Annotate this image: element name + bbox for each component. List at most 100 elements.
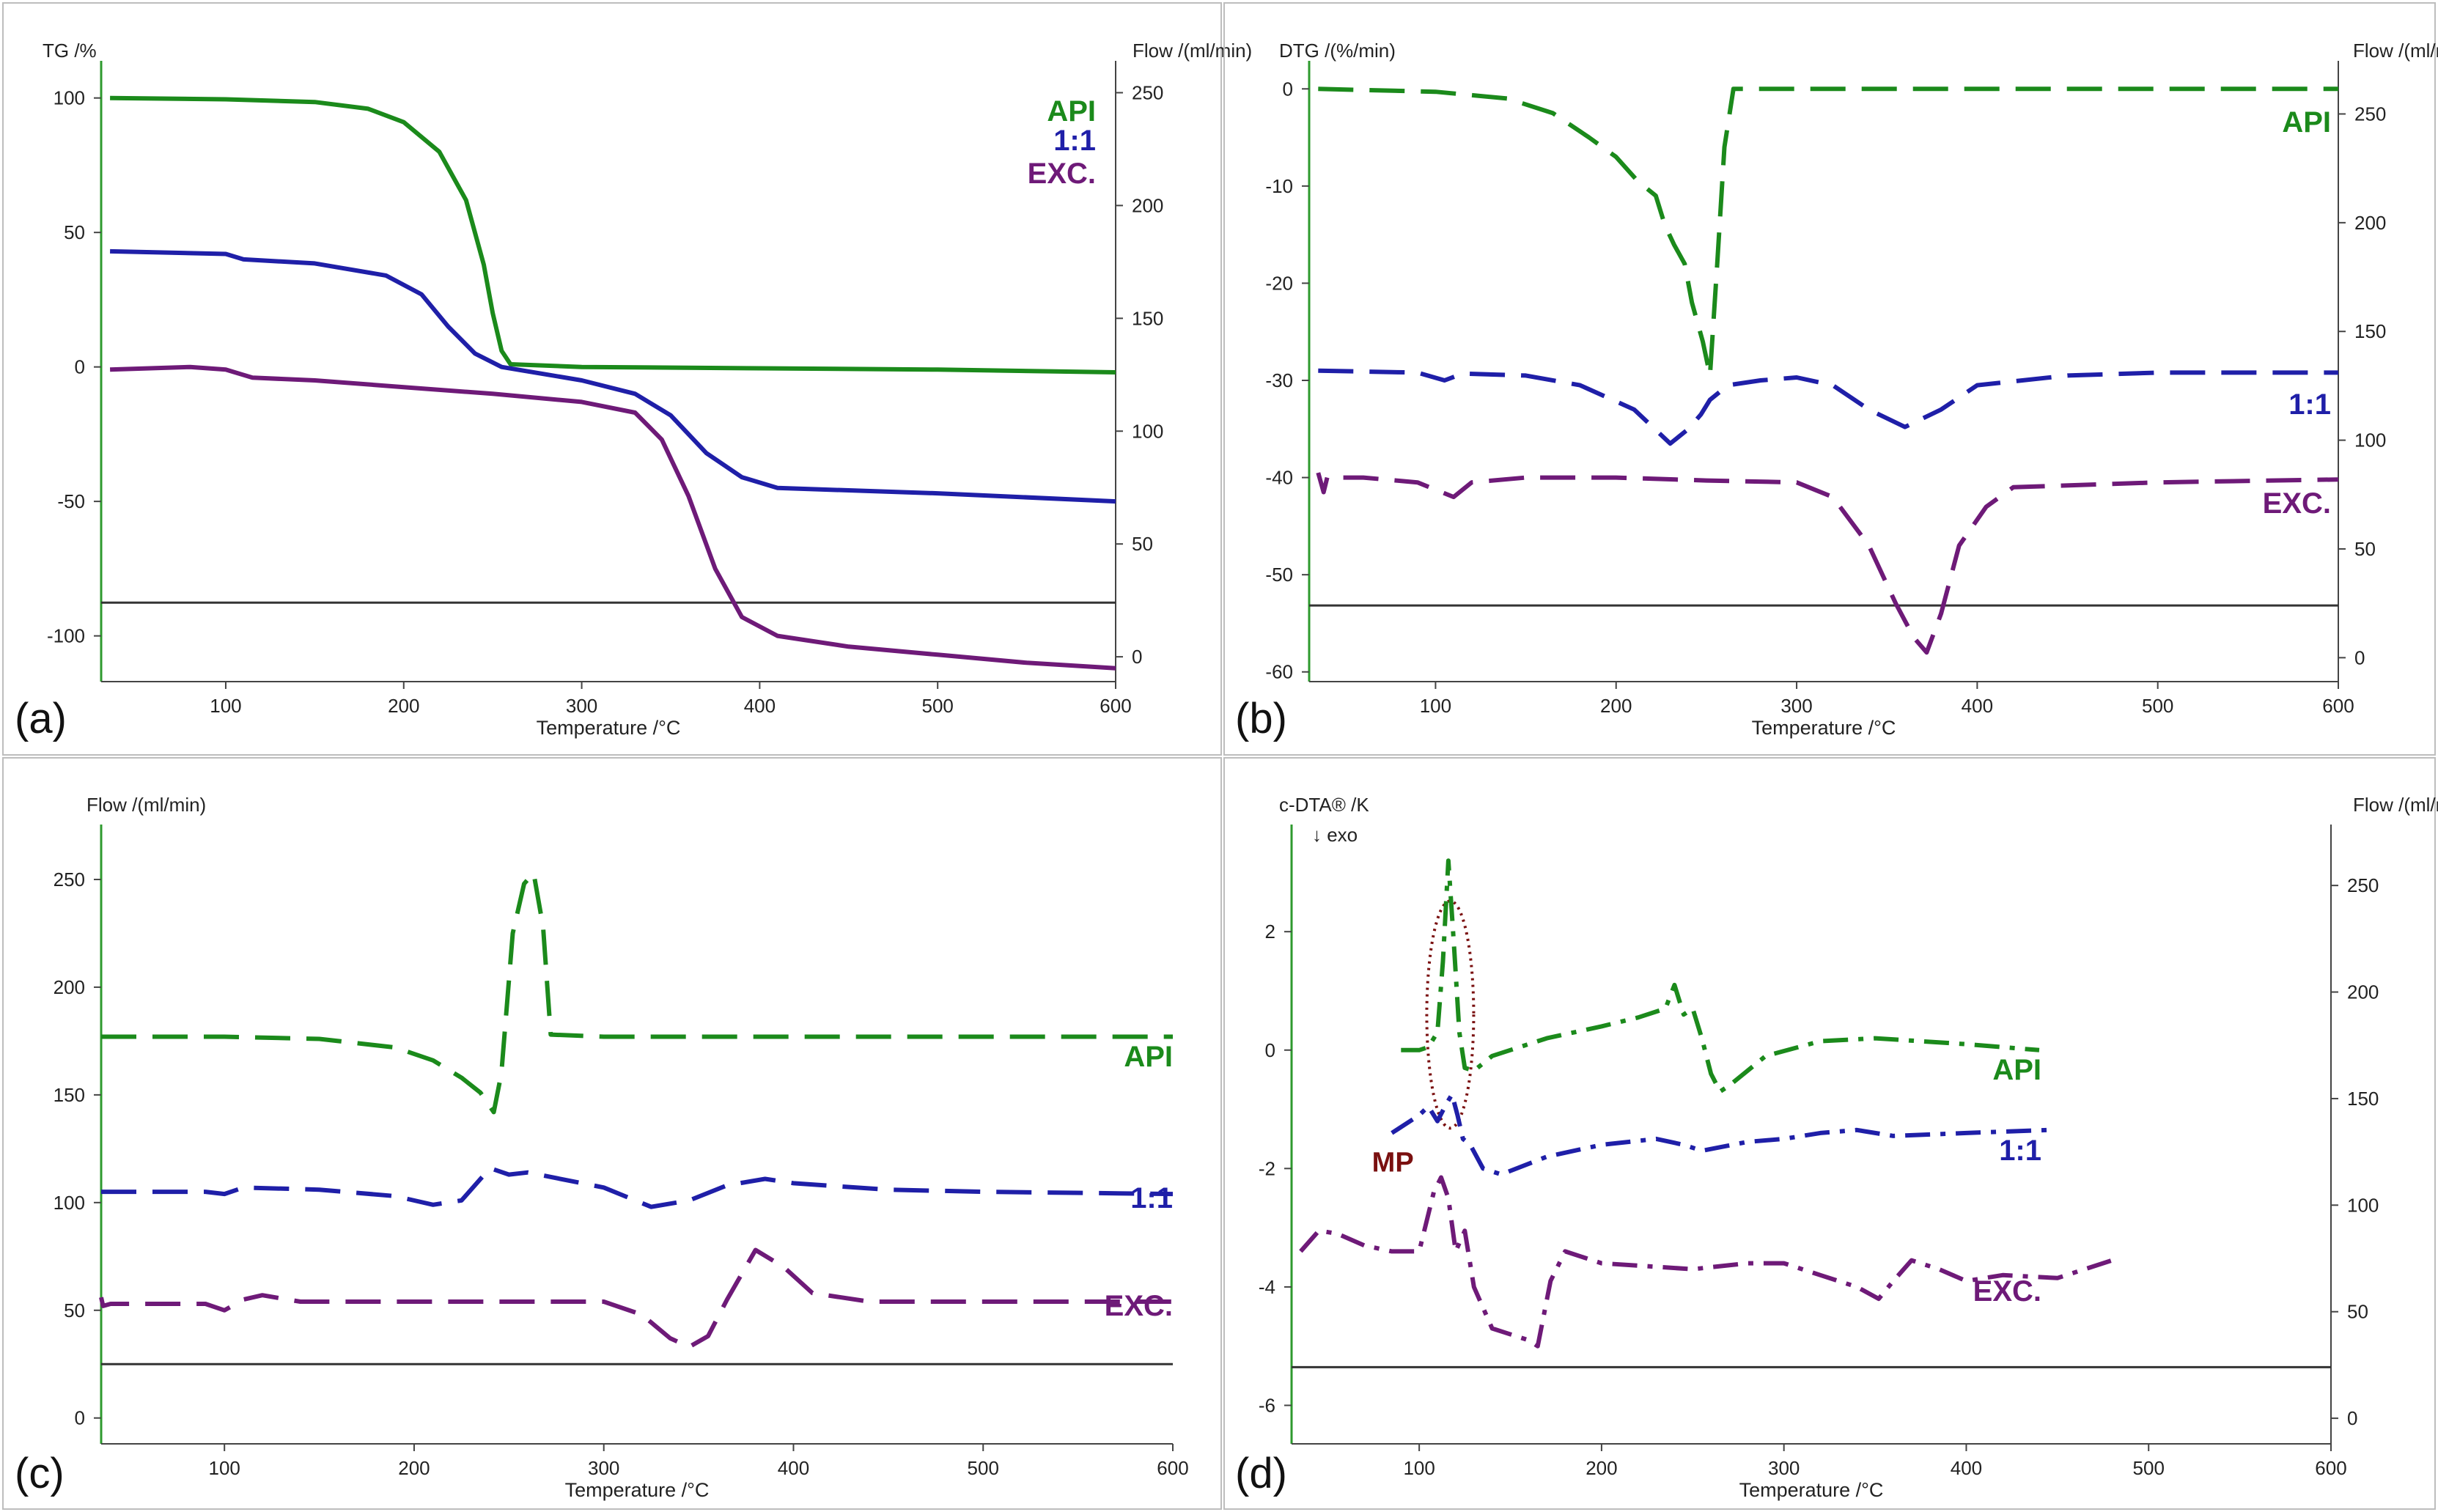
series-line-api <box>1401 858 2040 1094</box>
panel-a: 100 200 300 400 500 600100500-50-100250200150… <box>2 2 1252 756</box>
x-tick-label: 400 <box>1951 1457 1982 1479</box>
y-tick-label: 50 <box>64 1299 85 1321</box>
y2-tick-label: 250 <box>2354 103 2386 125</box>
y-tick-label: -30 <box>1265 369 1293 391</box>
y-tick-label: 50 <box>64 221 85 243</box>
panel-frame <box>2 757 1222 1510</box>
right-axis-label: Flow /(ml/min) <box>2353 794 2438 816</box>
y-tick-label: -6 <box>1259 1394 1275 1416</box>
series-line-11 <box>1318 368 2338 446</box>
x-tick-label: 300 <box>566 695 597 717</box>
y2-tick-label: 0 <box>1132 646 1142 668</box>
panel-label: (a) <box>15 695 67 742</box>
x-tick-label: 200 <box>398 1457 430 1479</box>
right-axis-label: Flow /(ml/min) <box>2353 40 2438 62</box>
y2-tick-label: 100 <box>2354 429 2386 451</box>
y-tick-label: 250 <box>54 869 85 890</box>
series-line-exc <box>99 1247 1173 1349</box>
legend-label: API <box>1124 1041 1173 1073</box>
x-tick-label: 100 <box>1420 695 1451 717</box>
y2-tick-label: 150 <box>1132 307 1163 329</box>
y-tick-label: -50 <box>1265 564 1293 586</box>
panel-frame <box>1223 2 2436 756</box>
x-tick-label: 500 <box>968 1457 999 1479</box>
x-tick-label: 400 <box>1962 695 1993 717</box>
x-tick-label: 300 <box>1780 695 1812 717</box>
mp-highlight-ellipse <box>1425 899 1476 1130</box>
y-tick-label: -4 <box>1259 1276 1275 1298</box>
legend-label: EXC. <box>1973 1275 2041 1308</box>
series-line-exc <box>110 364 1116 671</box>
x-tick-label: 300 <box>1768 1457 1800 1479</box>
panel-d: 100 200 300 400 500 60020-2-4-625020015010050… <box>1223 757 2438 1510</box>
legend-label: EXC. <box>1105 1290 1173 1322</box>
y2-tick-label: 200 <box>1132 194 1163 216</box>
y2-tick-label: 100 <box>1132 420 1163 442</box>
left-axis-label: c-DTA® /K <box>1279 794 1369 816</box>
y2-tick-label: 0 <box>2354 646 2365 668</box>
y-tick-label: -60 <box>1265 661 1293 683</box>
x-tick-label: 600 <box>1100 695 1131 717</box>
y-tick-label: -40 <box>1265 467 1293 489</box>
legend-label: API <box>2282 106 2331 139</box>
x-tick-label: 600 <box>2322 695 2354 717</box>
legend-label: 1:1 <box>2288 388 2331 421</box>
legend-label: API <box>1992 1054 2041 1086</box>
y2-tick-label: 200 <box>2347 981 2379 1003</box>
x-tick-label: 500 <box>921 695 953 717</box>
legend-label: 1:1 <box>1999 1135 2041 1167</box>
y-tick-label: 200 <box>54 976 85 998</box>
y-tick-label: 0 <box>75 356 85 378</box>
y2-tick-label: 150 <box>2354 320 2386 342</box>
series-line-11 <box>101 1165 1174 1209</box>
x-tick-label: 600 <box>2315 1457 2346 1479</box>
y-tick-label: 150 <box>54 1084 85 1106</box>
panel-label: (b) <box>1235 695 1287 742</box>
y2-tick-label: 0 <box>2347 1407 2357 1429</box>
legend-label: 1:1 <box>1053 125 1096 157</box>
y2-tick-label: 100 <box>2347 1194 2379 1216</box>
panel-b: 100 200 300 400 500 6000-10-20-30-40-50-60250… <box>1223 2 2438 756</box>
y2-tick-label: 150 <box>2347 1088 2379 1110</box>
left-axis-label: DTG /(%/min) <box>1279 40 1396 62</box>
series-line-api <box>110 95 1116 375</box>
legend-label: EXC. <box>1028 158 1096 190</box>
y-tick-label: 100 <box>54 87 85 109</box>
x-tick-label: 400 <box>778 1457 809 1479</box>
y2-tick-label: 50 <box>2354 538 2376 560</box>
y-tick-label: -2 <box>1259 1157 1275 1179</box>
legend-label: EXC. <box>2263 487 2331 520</box>
y2-tick-label: 50 <box>1132 533 1153 555</box>
x-axis-label: Temperature /°C <box>565 1479 710 1501</box>
left-axis-label: TG /% <box>43 40 97 62</box>
y-tick-label: -20 <box>1265 272 1293 294</box>
x-tick-label: 600 <box>1157 1457 1188 1479</box>
panel-frame <box>2 2 1222 756</box>
y-tick-label: -10 <box>1265 175 1293 197</box>
series-line-11 <box>1391 1092 2049 1177</box>
exo-note: ↓ exo <box>1312 824 1358 846</box>
y2-tick-label: 250 <box>2347 874 2379 896</box>
right-axis-label: Flow /(ml/min) <box>1133 40 1252 62</box>
panel-label: (d) <box>1235 1450 1287 1497</box>
y-tick-label: 100 <box>54 1192 85 1214</box>
x-tick-label: 200 <box>388 695 419 717</box>
x-tick-label: 300 <box>588 1457 619 1479</box>
x-tick-label: 100 <box>208 1457 240 1479</box>
x-tick-label: 200 <box>1600 695 1632 717</box>
y-tick-label: 0 <box>1283 78 1293 100</box>
series-line-exc <box>1299 1175 2113 1349</box>
series-line-11 <box>110 248 1116 504</box>
y2-tick-label: 50 <box>2347 1301 2368 1323</box>
series-line-api <box>1318 86 2338 378</box>
series-line-api <box>101 871 1173 1115</box>
series-line-exc <box>1316 472 2339 655</box>
legend-label: 1:1 <box>1130 1182 1173 1214</box>
x-tick-label: 500 <box>2142 695 2173 717</box>
x-tick-label: 400 <box>744 695 776 717</box>
left-axis-label: Flow /(ml/min) <box>86 794 206 816</box>
x-tick-label: 100 <box>1403 1457 1435 1479</box>
y-tick-label: -50 <box>57 490 85 512</box>
x-tick-label: 100 <box>210 695 241 717</box>
